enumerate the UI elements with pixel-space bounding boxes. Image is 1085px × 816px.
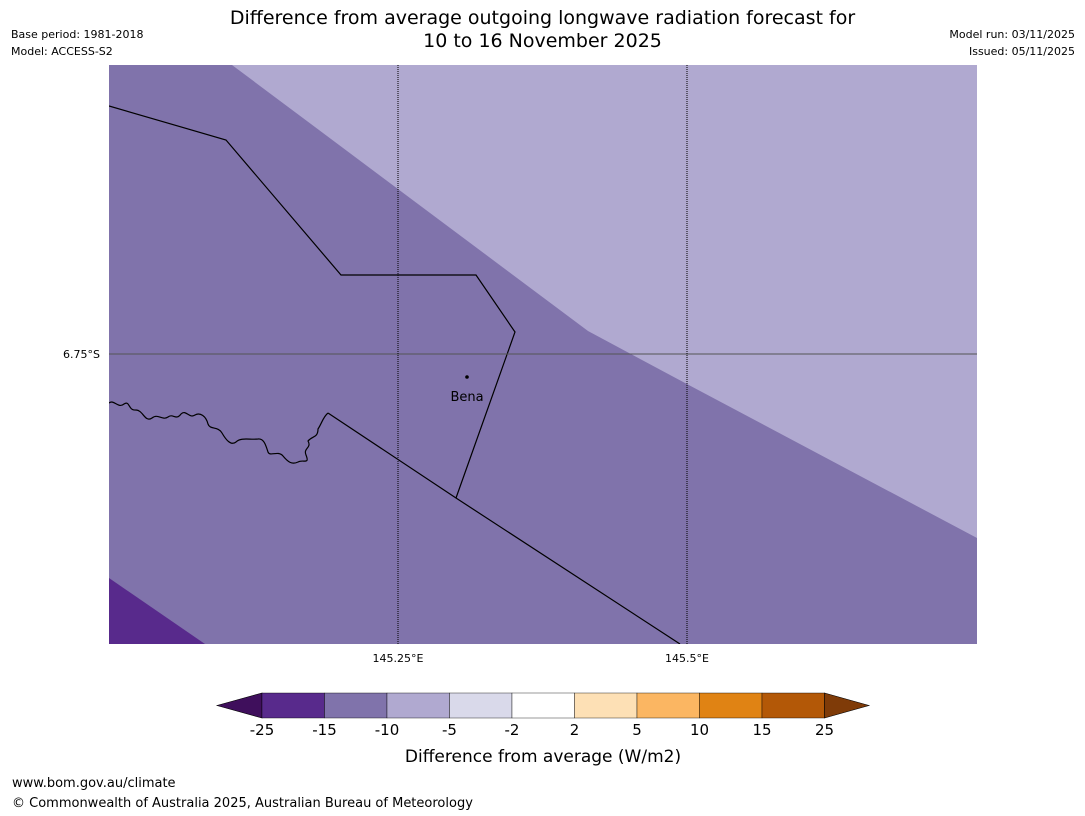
place-marker-bena (465, 375, 469, 379)
map-title: Difference from average outgoing longwav… (0, 7, 1085, 53)
colorbar-tick-6: 2 (570, 721, 580, 739)
province-boundary-south (327, 412, 681, 644)
colorbar-tick-5: -2 (505, 721, 520, 739)
colorbar-swatch-3 (386, 692, 450, 719)
colorbar-swatch-7 (636, 692, 700, 719)
map-panel: Bena (109, 65, 977, 644)
colorbar-swatch-2 (324, 692, 388, 719)
colorbar-label: Difference from average (W/m2) (405, 747, 681, 767)
colorbar-tick-3: -10 (375, 721, 400, 739)
colorbar-tick-7: 5 (632, 721, 642, 739)
colorbar-swatch-4 (449, 692, 513, 719)
colorbar-swatch-6 (574, 692, 638, 719)
title-line-2: 10 to 16 November 2025 (423, 30, 662, 52)
anomaly-band-minus-10-to-minus-5 (232, 65, 977, 538)
anomaly-band-minus-25-to-minus-15 (109, 578, 205, 644)
colorbar-extend-low (215, 692, 263, 719)
colorbar-swatch-5 (511, 692, 575, 719)
colorbar-extend-high (824, 692, 871, 719)
colorbar-swatch-8 (699, 692, 763, 719)
colorbar-tick-1: -25 (250, 721, 275, 739)
meta-left: Base period: 1981-2018 Model: ACCESS-S2 (11, 26, 143, 60)
meta-right: Model run: 03/11/2025 Issued: 05/11/2025 (949, 26, 1075, 60)
lon-label-145-5e: 145.5°E (665, 652, 709, 665)
colorbar: -25 -15 -10 -5 -2 2 5 10 15 25 Differenc… (215, 692, 871, 767)
lon-label-145-25e: 145.25°E (373, 652, 424, 665)
colorbar-swatch-9 (761, 692, 825, 719)
footer-copyright: © Commonwealth of Australia 2025, Austra… (12, 796, 473, 811)
colorbar-tick-9: 15 (752, 721, 771, 739)
title-line-1: Difference from average outgoing longwav… (229, 7, 856, 29)
colorbar-tick-8: 10 (690, 721, 709, 739)
model-name: Model: ACCESS-S2 (11, 45, 113, 58)
issued-date: Issued: 05/11/2025 (968, 45, 1075, 58)
colorbar-tick-10: 25 (815, 721, 834, 739)
colorbar-swatch-1 (261, 692, 325, 719)
footer-url: www.bom.gov.au/climate (12, 776, 176, 791)
province-boundary (109, 105, 516, 499)
lat-label: 6.75°S (63, 348, 100, 361)
place-label-bena: Bena (450, 390, 483, 405)
coastline (109, 401, 329, 464)
colorbar-tick-4: -5 (442, 721, 457, 739)
base-period: Base period: 1981-2018 (11, 28, 144, 41)
colorbar-tick-2: -15 (312, 721, 337, 739)
model-run: Model run: 03/11/2025 (949, 28, 1075, 41)
